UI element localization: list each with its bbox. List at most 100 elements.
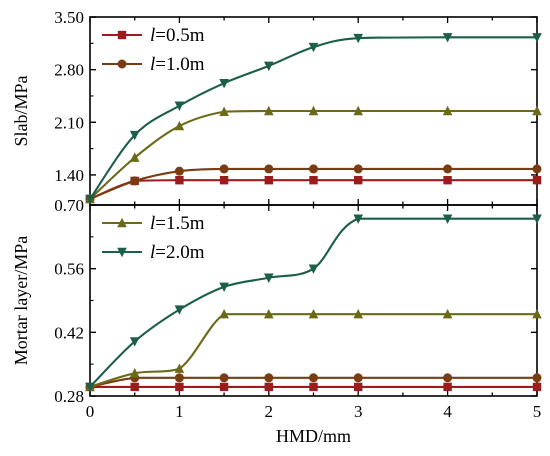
legend-label: l=1.5m — [150, 213, 205, 234]
data-point — [174, 305, 185, 315]
x-tick-label: 2 — [265, 402, 274, 421]
data-point — [353, 105, 363, 116]
data-point — [443, 164, 453, 174]
data-point — [308, 42, 319, 53]
x-axis-label: HMD/mm — [276, 426, 351, 446]
data-point — [532, 105, 542, 116]
data-point — [442, 33, 453, 43]
data-point — [130, 382, 139, 392]
y-tick-label: 1.40 — [54, 166, 84, 185]
y-tick-label: 0.28 — [54, 387, 84, 406]
series-line — [89, 179, 537, 200]
data-point — [85, 194, 95, 205]
data-point — [219, 175, 229, 185]
y-tick-label: 2.80 — [54, 61, 84, 80]
data-point — [308, 308, 319, 319]
data-point — [354, 382, 363, 392]
y-axis-label: Slab/MPa — [11, 75, 31, 146]
legend-label: l=1.0m — [150, 54, 205, 75]
series-l-2.0m — [85, 214, 542, 393]
legend-marker — [117, 59, 127, 69]
data-point — [264, 175, 273, 185]
data-point — [308, 264, 319, 274]
series-line — [89, 167, 537, 200]
x-tick-label: 0 — [86, 402, 95, 421]
data-point — [219, 164, 229, 174]
data-point — [219, 373, 229, 383]
data-point — [129, 368, 140, 378]
data-point — [264, 61, 274, 72]
series-l-0.5m — [85, 175, 542, 204]
data-point — [309, 164, 318, 174]
data-point — [353, 33, 363, 44]
y-tick-label: 0.42 — [54, 323, 84, 342]
data-point — [264, 105, 274, 116]
x-tick-label: 3 — [354, 402, 363, 421]
panel-1: 3.50 2.80 2.10 1.40 Slab/MPa l=0.5m l=1.0m — [11, 8, 542, 206]
data-point — [309, 175, 318, 185]
data-point — [309, 373, 318, 383]
panel-2: 0.70 0.56 0.42 0.280 1 2 3 4 5 Mortar layer/MPa HM… — [11, 196, 542, 446]
data-point — [174, 120, 185, 131]
data-point — [264, 308, 274, 319]
data-point — [443, 382, 452, 392]
data-point — [353, 164, 363, 174]
data-point — [219, 106, 229, 116]
data-point — [175, 382, 184, 392]
series-l-2.0m — [85, 33, 542, 205]
legend: l=1.5m l=2.0m — [102, 213, 205, 263]
x-tick-label: 1 — [175, 402, 184, 421]
data-point — [130, 176, 140, 186]
series-line — [89, 313, 537, 388]
y-tick-label: 0.70 — [54, 196, 84, 215]
data-point — [532, 214, 542, 224]
data-point — [353, 308, 363, 319]
legend-label: l=0.5m — [150, 25, 205, 46]
data-point — [129, 337, 140, 347]
data-point — [219, 382, 229, 392]
data-point — [442, 214, 453, 224]
y-tick-label: 0.56 — [54, 260, 84, 279]
data-point — [219, 282, 229, 293]
y-tick-label: 2.10 — [54, 113, 84, 132]
data-point — [129, 130, 140, 141]
y-axis-label: Mortar layer/MPa — [11, 236, 31, 365]
data-point — [85, 382, 95, 393]
data-point — [174, 166, 184, 176]
data-point — [219, 308, 229, 319]
data-point — [175, 175, 184, 185]
y-tick-label: 3.50 — [54, 8, 84, 27]
data-point — [442, 105, 453, 116]
legend-marker — [117, 30, 127, 40]
legend-marker — [117, 217, 127, 228]
legend-marker — [117, 247, 127, 258]
data-point — [264, 382, 273, 392]
data-point — [532, 373, 542, 383]
data-point — [443, 373, 453, 383]
data-point — [532, 308, 542, 319]
legend: l=0.5m l=1.0m — [102, 25, 205, 75]
series-l-1.5m — [85, 105, 542, 204]
data-point — [219, 78, 229, 89]
data-point — [443, 175, 452, 185]
data-point — [264, 273, 274, 283]
data-point — [174, 363, 185, 373]
data-point — [532, 382, 542, 392]
data-point — [353, 214, 363, 224]
series-line — [89, 217, 537, 388]
data-point — [532, 164, 542, 174]
series-line — [89, 109, 537, 200]
x-tick-label: 4 — [443, 402, 452, 421]
legend-label: l=2.0m — [150, 242, 205, 263]
data-point — [532, 33, 542, 43]
data-point — [308, 105, 319, 116]
data-point — [174, 373, 184, 383]
series-l-1.5m — [85, 308, 542, 392]
data-point — [264, 164, 274, 174]
data-point — [174, 101, 185, 111]
x-tick-label: 5 — [533, 402, 542, 421]
data-point — [129, 152, 140, 162]
data-point — [309, 382, 318, 392]
series-l-0.5m — [85, 382, 542, 392]
